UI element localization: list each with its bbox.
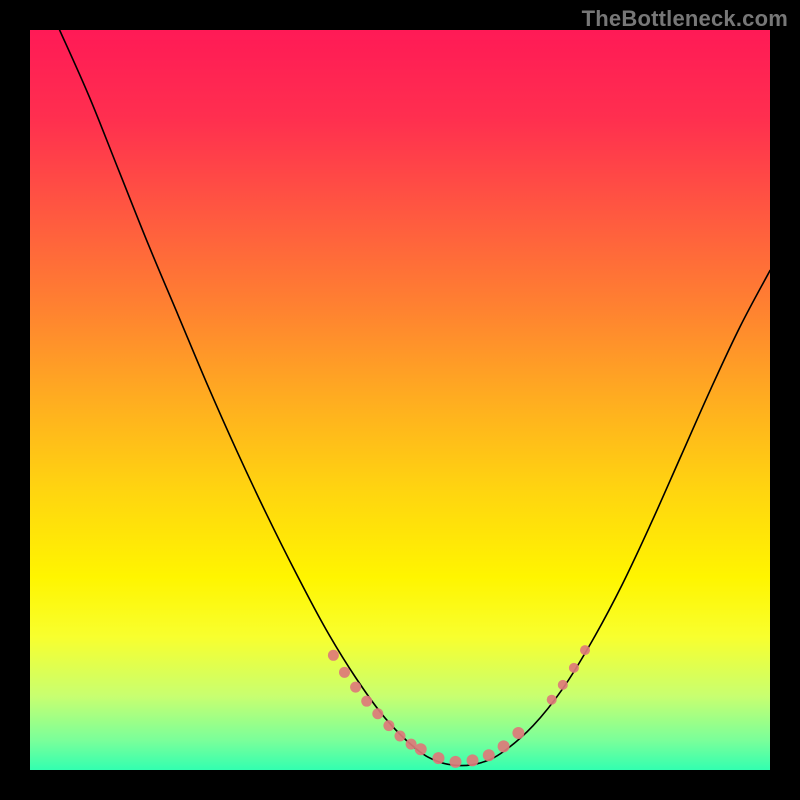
watermark-text: TheBottleneck.com bbox=[582, 6, 788, 32]
highlight-dot bbox=[372, 708, 383, 719]
highlight-dot bbox=[547, 695, 557, 705]
highlight-dot bbox=[467, 754, 479, 766]
highlight-dot bbox=[450, 756, 462, 768]
highlight-dot bbox=[415, 743, 427, 755]
highlight-dot bbox=[395, 730, 406, 741]
highlight-dot bbox=[580, 645, 590, 655]
highlight-dot bbox=[361, 696, 372, 707]
highlight-dot bbox=[383, 720, 394, 731]
highlight-dot bbox=[558, 680, 568, 690]
highlight-dot bbox=[498, 740, 510, 752]
highlight-dot bbox=[483, 749, 495, 761]
chart-frame: TheBottleneck.com bbox=[0, 0, 800, 800]
highlight-dot bbox=[350, 682, 361, 693]
highlight-dot bbox=[512, 727, 524, 739]
plot-area bbox=[30, 30, 770, 770]
gradient-background bbox=[30, 30, 770, 770]
bottleneck-curve-chart bbox=[30, 30, 770, 770]
highlight-dot bbox=[569, 663, 579, 673]
highlight-dot bbox=[432, 752, 444, 764]
highlight-dot bbox=[339, 667, 350, 678]
highlight-dot bbox=[328, 650, 339, 661]
